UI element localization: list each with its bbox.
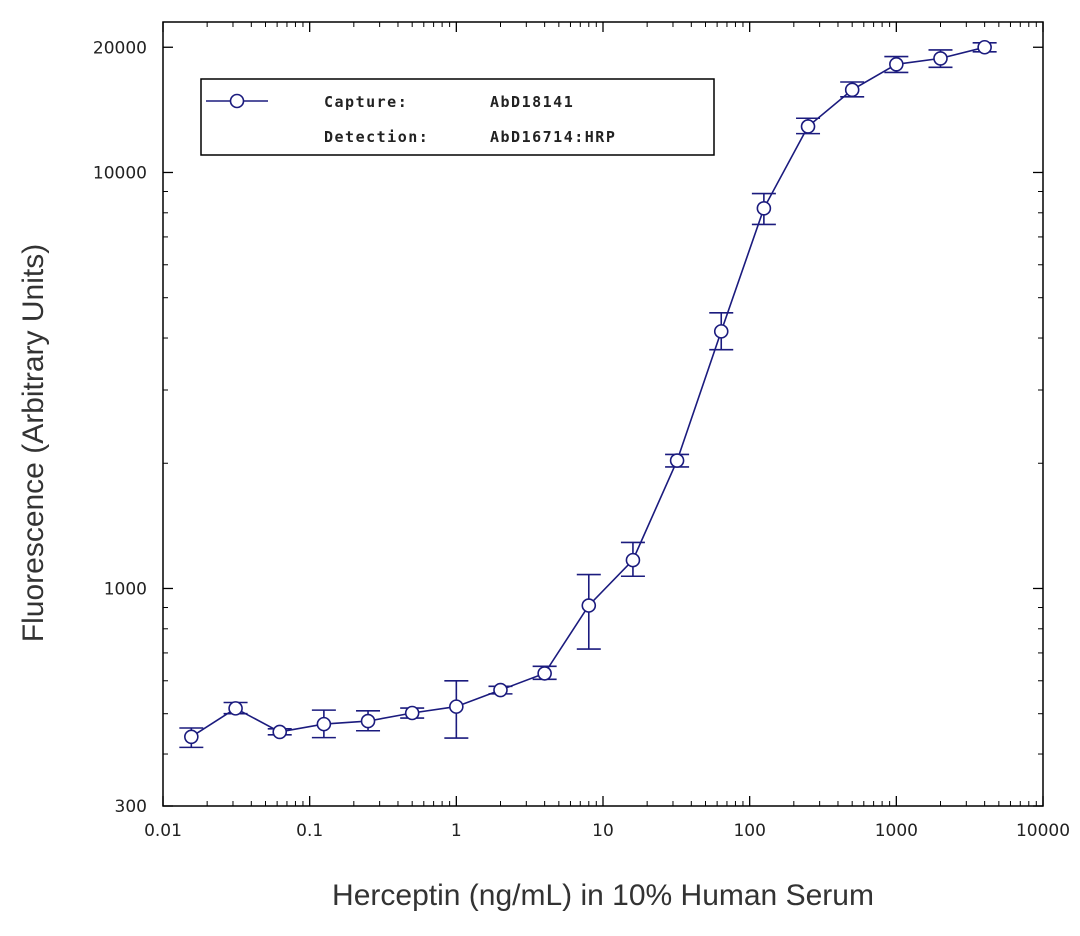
series-group — [179, 39, 997, 749]
legend-capture-value: AbD18141 — [490, 93, 574, 111]
y-tick-label: 1000 — [104, 579, 147, 599]
data-point — [404, 705, 420, 721]
legend-box — [200, 78, 715, 156]
x-tick-label: 10 — [592, 821, 614, 841]
x-tick-label: 1 — [451, 821, 462, 841]
legend-detection-key: Detection: — [324, 128, 429, 146]
data-point — [713, 324, 729, 339]
y-tick-label: 10000 — [93, 163, 147, 183]
data-point — [316, 716, 332, 732]
data-point — [360, 713, 376, 729]
data-point — [537, 666, 552, 681]
legend-marker-sample — [229, 93, 245, 109]
y-tick-label: 20000 — [93, 38, 147, 58]
x-tick-label: 0.01 — [144, 821, 182, 841]
x-axis-tick-labels: 0.01 0.1 1 10 100 1000 10000 — [144, 821, 1070, 841]
y-axis-ticks — [163, 46, 1043, 807]
x-axis-ticks — [162, 22, 1044, 806]
y-axis-tick-labels: 300 1000 10000 20000 — [93, 38, 147, 817]
legend-detection-value: AbD16714:HRP — [490, 128, 616, 146]
x-tick-label: 1000 — [875, 821, 918, 841]
data-point — [493, 682, 508, 698]
data-point — [581, 598, 597, 613]
legend-capture-key: Capture: — [324, 93, 408, 111]
data-point — [844, 82, 860, 98]
data-point — [669, 453, 685, 468]
data-point — [449, 699, 464, 714]
data-point — [228, 701, 243, 716]
legend: Capture: AbD18141 Detection: AbD16714:HR… — [200, 78, 715, 156]
data-point — [625, 552, 641, 568]
data-point — [756, 201, 772, 216]
x-tick-label: 100 — [733, 821, 765, 841]
data-point — [800, 119, 816, 134]
x-tick-label: 10000 — [1016, 821, 1070, 841]
data-point — [889, 56, 904, 72]
data-point — [977, 39, 992, 55]
data-point — [933, 51, 948, 66]
data-point — [272, 724, 288, 740]
x-tick-label: 0.1 — [296, 821, 323, 841]
y-axis-title: Fluorescence (Arbitrary Units) — [17, 244, 50, 642]
data-point — [184, 729, 199, 745]
y-tick-label: 300 — [115, 797, 147, 817]
x-axis-title: Herceptin (ng/mL) in 10% Human Serum — [332, 879, 874, 912]
